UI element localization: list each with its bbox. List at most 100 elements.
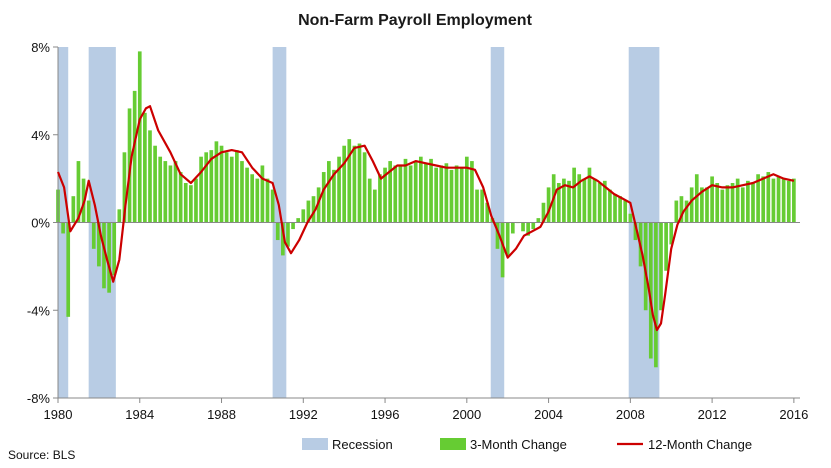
bar-3-month-change (408, 165, 413, 223)
bar-3-month-change (286, 222, 290, 247)
bar-3-month-change (311, 196, 316, 223)
bar-3-month-change (648, 222, 653, 359)
bar-3-month-change (352, 145, 357, 223)
bar-3-month-change (470, 161, 474, 223)
legend-label-12-month-change: 12-Month Change (648, 437, 752, 452)
bar-3-month-change (475, 189, 479, 223)
bar-3-month-change (684, 200, 689, 223)
bar-3-month-change (321, 172, 326, 223)
bar-3-month-change (771, 178, 776, 223)
bar-3-month-change (214, 141, 219, 223)
tick-labels: 8% 4% 0% -4% -8%1980 1984 1988 1992 1996 2000 2004… (27, 40, 808, 422)
bar-3-month-change (582, 178, 587, 223)
bar-3-month-change (132, 90, 137, 223)
bar-3-month-change (654, 222, 658, 368)
bar-3-month-change (388, 161, 393, 223)
bar-3-month-change (572, 167, 576, 223)
bar-3-month-change (143, 112, 147, 223)
bar-3-month-change (86, 200, 91, 223)
bar-3-month-change (700, 187, 704, 223)
bar-3-month-change (168, 165, 173, 223)
bar-3-month-change (117, 209, 122, 223)
bar-3-month-change (383, 167, 387, 223)
legend: Recession 3-Month Change 12-Month Change (302, 437, 752, 452)
bar-3-month-change (229, 156, 234, 223)
bar-3-month-change (255, 178, 260, 223)
bar-3-month-change (71, 196, 76, 223)
bar-3-month-change (76, 161, 81, 223)
bar-3-month-change (679, 196, 684, 223)
bar-3-month-change (194, 178, 198, 223)
bar-3-month-change (689, 187, 694, 223)
twelve-month-change-line-layer (56, 105, 795, 332)
bar-3-month-change (618, 196, 622, 223)
bar-3-month-change (347, 139, 352, 223)
bar-3-month-change (577, 174, 582, 223)
bar-3-month-change (521, 222, 525, 232)
y-tick-label: -8% (27, 391, 51, 406)
bar-3-month-change (102, 222, 106, 289)
bar-3-month-change (434, 167, 438, 223)
bar-3-month-change (122, 152, 127, 223)
bar-3-month-change (107, 222, 111, 293)
bar-3-month-change (602, 180, 607, 223)
bar-3-month-change (372, 189, 377, 223)
legend-swatch-recession (302, 438, 328, 450)
x-tick-label: 1996 (371, 407, 400, 422)
x-tick-label: 1988 (207, 407, 236, 422)
bar-3-month-change (424, 163, 428, 223)
bar-3-month-change (781, 178, 786, 223)
bar-3-month-change (367, 178, 372, 223)
bar-3-month-change (439, 165, 444, 223)
bar-3-month-change (495, 222, 500, 249)
bar-3-month-change (429, 158, 433, 223)
bar-3-month-change (659, 222, 663, 311)
bar-3-month-change (735, 178, 740, 223)
bar-3-month-change (260, 165, 265, 223)
bar-3-month-change (316, 187, 321, 223)
bar-3-month-change (628, 213, 633, 223)
bar-3-month-change (710, 176, 714, 223)
bar-3-month-change (694, 174, 699, 223)
bar-3-month-change (531, 222, 536, 230)
bar-3-month-change (224, 152, 229, 223)
y-tick-label: -4% (27, 303, 51, 318)
bar-3-month-change (327, 161, 331, 223)
bar-3-month-change (235, 150, 239, 223)
bar-3-month-change (567, 180, 571, 223)
bar-3-month-change (444, 163, 449, 223)
bar-3-month-change (342, 145, 347, 223)
bar-3-month-change (705, 187, 709, 223)
three-month-change-bars (56, 51, 796, 368)
bar-3-month-change (761, 176, 766, 223)
bar-3-month-change (306, 200, 311, 223)
bar-3-month-change (592, 178, 597, 223)
bar-3-month-change (623, 200, 628, 223)
bar-3-month-change (209, 150, 214, 223)
bar-3-month-change (792, 178, 796, 223)
y-tick-label: 0% (31, 216, 50, 231)
bar-3-month-change (357, 143, 362, 223)
x-tick-label: 2004 (534, 407, 563, 422)
bar-3-month-change (112, 222, 117, 276)
bar-3-month-change (720, 189, 725, 223)
bar-3-month-change (403, 158, 408, 223)
bar-3-month-change (459, 167, 464, 223)
bar-3-month-change (786, 180, 791, 223)
x-tick-label: 1980 (44, 407, 73, 422)
x-tick-label: 1992 (289, 407, 318, 422)
bar-3-month-change (291, 222, 295, 230)
y-tick-label: 8% (31, 40, 50, 55)
bar-3-month-change (633, 222, 638, 241)
bar-3-month-change (526, 222, 530, 236)
bar-3-month-change (281, 222, 285, 256)
bar-3-month-change (587, 167, 592, 223)
bar-3-month-change (608, 189, 612, 223)
bar-3-month-change (398, 165, 403, 223)
bar-3-month-change (362, 152, 367, 223)
bar-3-month-change (199, 156, 203, 223)
bar-3-month-change (163, 161, 168, 223)
bar-3-month-change (510, 222, 515, 234)
bar-3-month-change (480, 189, 484, 223)
